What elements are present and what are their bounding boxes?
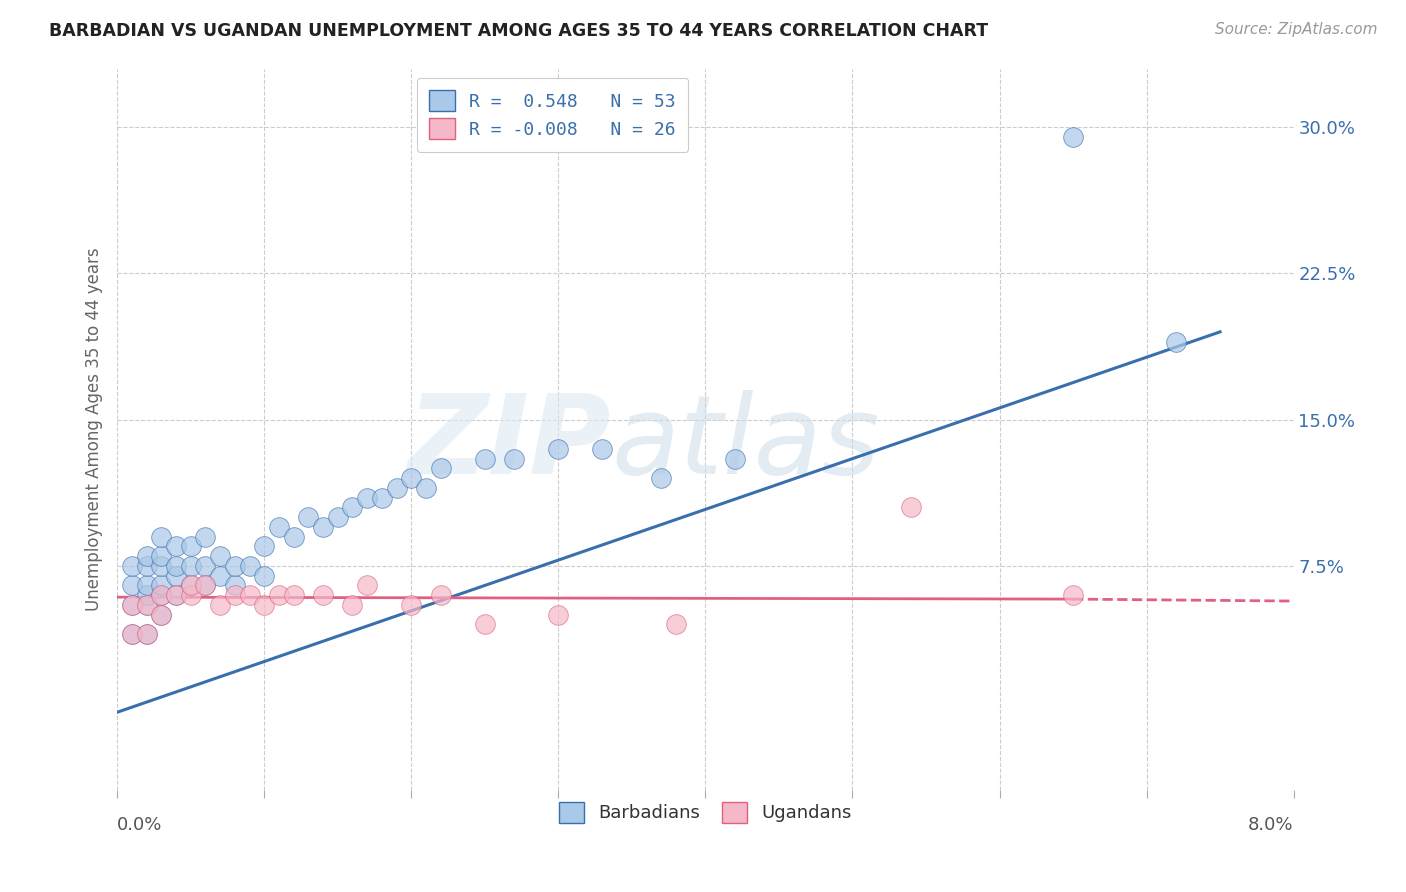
Point [547,442,569,456]
Point [238,588,260,602]
Point [135,598,157,612]
Point [342,598,364,612]
Point [209,568,232,582]
Point [194,578,217,592]
Text: ZIP: ZIP [408,391,612,498]
Point [371,491,394,505]
Point [209,549,232,564]
Point [121,598,143,612]
Point [1062,129,1084,144]
Point [180,578,202,592]
Point [900,500,922,515]
Point [180,558,202,573]
Point [1062,588,1084,602]
Point [150,558,173,573]
Point [121,598,143,612]
Text: 8.0%: 8.0% [1249,815,1294,834]
Point [135,598,157,612]
Point [150,530,173,544]
Point [194,558,217,573]
Point [165,588,187,602]
Point [665,617,688,632]
Point [429,461,451,475]
Point [385,481,408,495]
Point [165,568,187,582]
Point [135,558,157,573]
Text: atlas: atlas [612,391,880,498]
Point [253,598,276,612]
Point [135,627,157,641]
Point [267,520,290,534]
Point [121,627,143,641]
Point [356,578,378,592]
Point [1164,334,1187,349]
Point [283,588,305,602]
Point [180,578,202,592]
Point [150,588,173,602]
Point [224,578,246,592]
Point [267,588,290,602]
Point [312,520,335,534]
Point [429,588,451,602]
Point [401,471,423,485]
Point [356,491,378,505]
Point [180,588,202,602]
Point [150,607,173,622]
Point [135,578,157,592]
Point [238,558,260,573]
Point [342,500,364,515]
Point [474,617,496,632]
Point [474,451,496,466]
Point [209,598,232,612]
Point [650,471,672,485]
Text: Source: ZipAtlas.com: Source: ZipAtlas.com [1215,22,1378,37]
Point [135,588,157,602]
Text: BARBADIAN VS UGANDAN UNEMPLOYMENT AMONG AGES 35 TO 44 YEARS CORRELATION CHART: BARBADIAN VS UGANDAN UNEMPLOYMENT AMONG … [49,22,988,40]
Point [253,540,276,554]
Point [121,578,143,592]
Point [312,588,335,602]
Point [547,607,569,622]
Point [724,451,747,466]
Point [165,558,187,573]
Point [121,627,143,641]
Point [194,578,217,592]
Point [165,588,187,602]
Point [194,530,217,544]
Point [165,540,187,554]
Point [150,588,173,602]
Point [150,549,173,564]
Point [135,549,157,564]
Text: 0.0%: 0.0% [117,815,163,834]
Point [503,451,526,466]
Point [180,540,202,554]
Point [253,568,276,582]
Point [326,510,349,524]
Point [401,598,423,612]
Point [224,558,246,573]
Point [150,607,173,622]
Point [591,442,613,456]
Point [297,510,319,524]
Legend: Barbadians, Ugandans: Barbadians, Ugandans [550,793,860,831]
Y-axis label: Unemployment Among Ages 35 to 44 years: Unemployment Among Ages 35 to 44 years [86,248,103,611]
Point [150,578,173,592]
Point [415,481,437,495]
Point [224,588,246,602]
Point [283,530,305,544]
Point [121,558,143,573]
Point [135,627,157,641]
